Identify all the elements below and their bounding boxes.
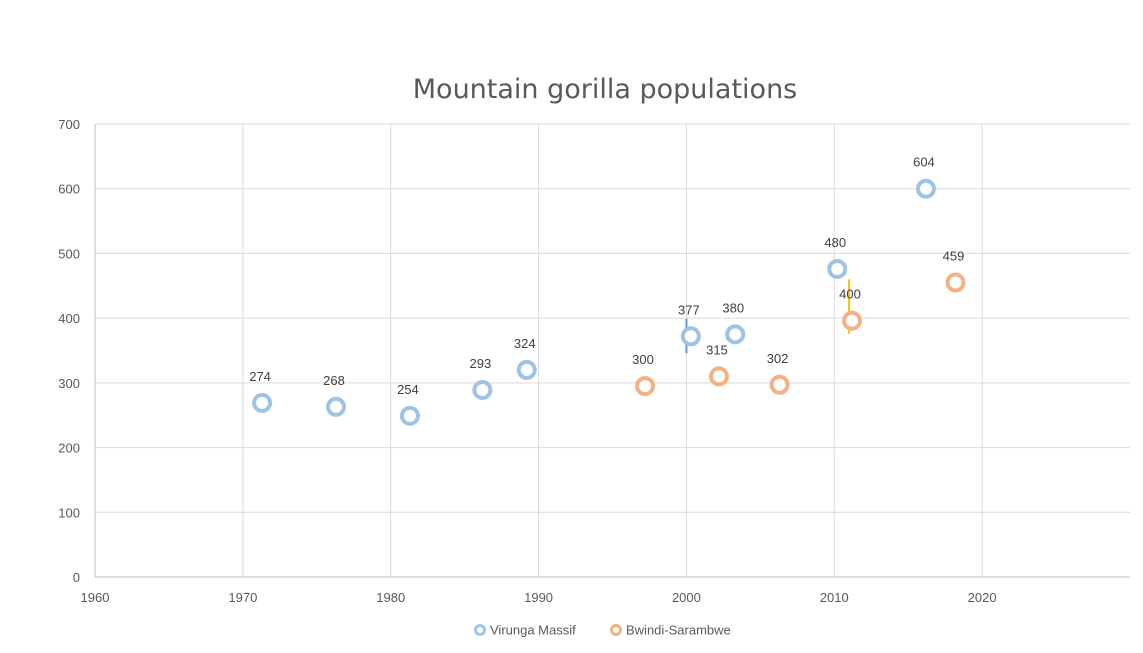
data-label: 604 [913,155,935,170]
y-tick-label: 600 [58,182,80,197]
x-tick-label: 1990 [524,590,553,605]
data-point-virunga[interactable] [516,359,537,380]
data-label: 254 [397,382,419,397]
x-tick-label: 2010 [820,590,849,605]
data-label: 302 [767,351,789,366]
y-tick-label: 700 [58,117,80,132]
data-label: 324 [514,336,536,351]
data-label: 274 [249,369,271,384]
axis-layer: 0 100 200 300 400 500 600 700 1960 1970 1980 1990 20… [58,117,1130,605]
legend-label: Bwindi-Sarambwe [626,623,731,638]
grid-layer [95,123,1130,577]
data-point-bwindi[interactable] [708,366,729,387]
data-point-virunga[interactable] [827,258,848,279]
x-tick-label: 1960 [81,590,110,605]
data-point-virunga[interactable] [252,392,273,413]
data-label: 480 [824,235,846,250]
legend-marker-bwindi [610,624,622,636]
data-label: 459 [943,249,965,264]
data-point-bwindi[interactable] [769,374,790,395]
data-point-virunga[interactable] [915,178,936,199]
data-point-virunga[interactable] [472,379,493,400]
points-layer [252,178,966,426]
data-label: 377 [678,302,700,317]
x-tick-label: 1980 [376,590,405,605]
data-point-virunga[interactable] [399,405,420,426]
y-tick-label: 400 [58,311,80,326]
data-label: 268 [323,373,345,388]
data-point-bwindi[interactable] [842,310,863,331]
x-tick-label: 2000 [672,590,701,605]
data-label: 400 [839,287,861,302]
data-label: 293 [470,356,492,371]
data-point-virunga[interactable] [725,324,746,345]
y-tick-label: 0 [73,570,80,585]
data-point-virunga[interactable] [680,326,701,347]
data-point-bwindi[interactable] [945,272,966,293]
x-tick-label: 2020 [968,590,997,605]
legend-label: Virunga Massif [490,623,576,638]
y-tick-label: 500 [58,246,80,261]
y-tick-label: 100 [58,505,80,520]
data-label: 380 [722,300,744,315]
data-label: 300 [632,352,654,367]
data-labels-layer: 274 268 254 293 324 377 380 480 604 300 315 302 400 4… [249,155,964,397]
x-tick-label: 1970 [228,590,257,605]
data-point-virunga[interactable] [326,396,347,417]
legend: Virunga Massif Bwindi-Sarambwe [474,623,731,638]
chart-title: Mountain gorilla populations [413,74,798,105]
data-label: 315 [706,342,728,357]
y-tick-label: 200 [58,441,80,456]
legend-marker-virunga [474,624,486,636]
y-tick-label: 300 [58,376,80,391]
data-point-bwindi[interactable] [635,376,656,397]
